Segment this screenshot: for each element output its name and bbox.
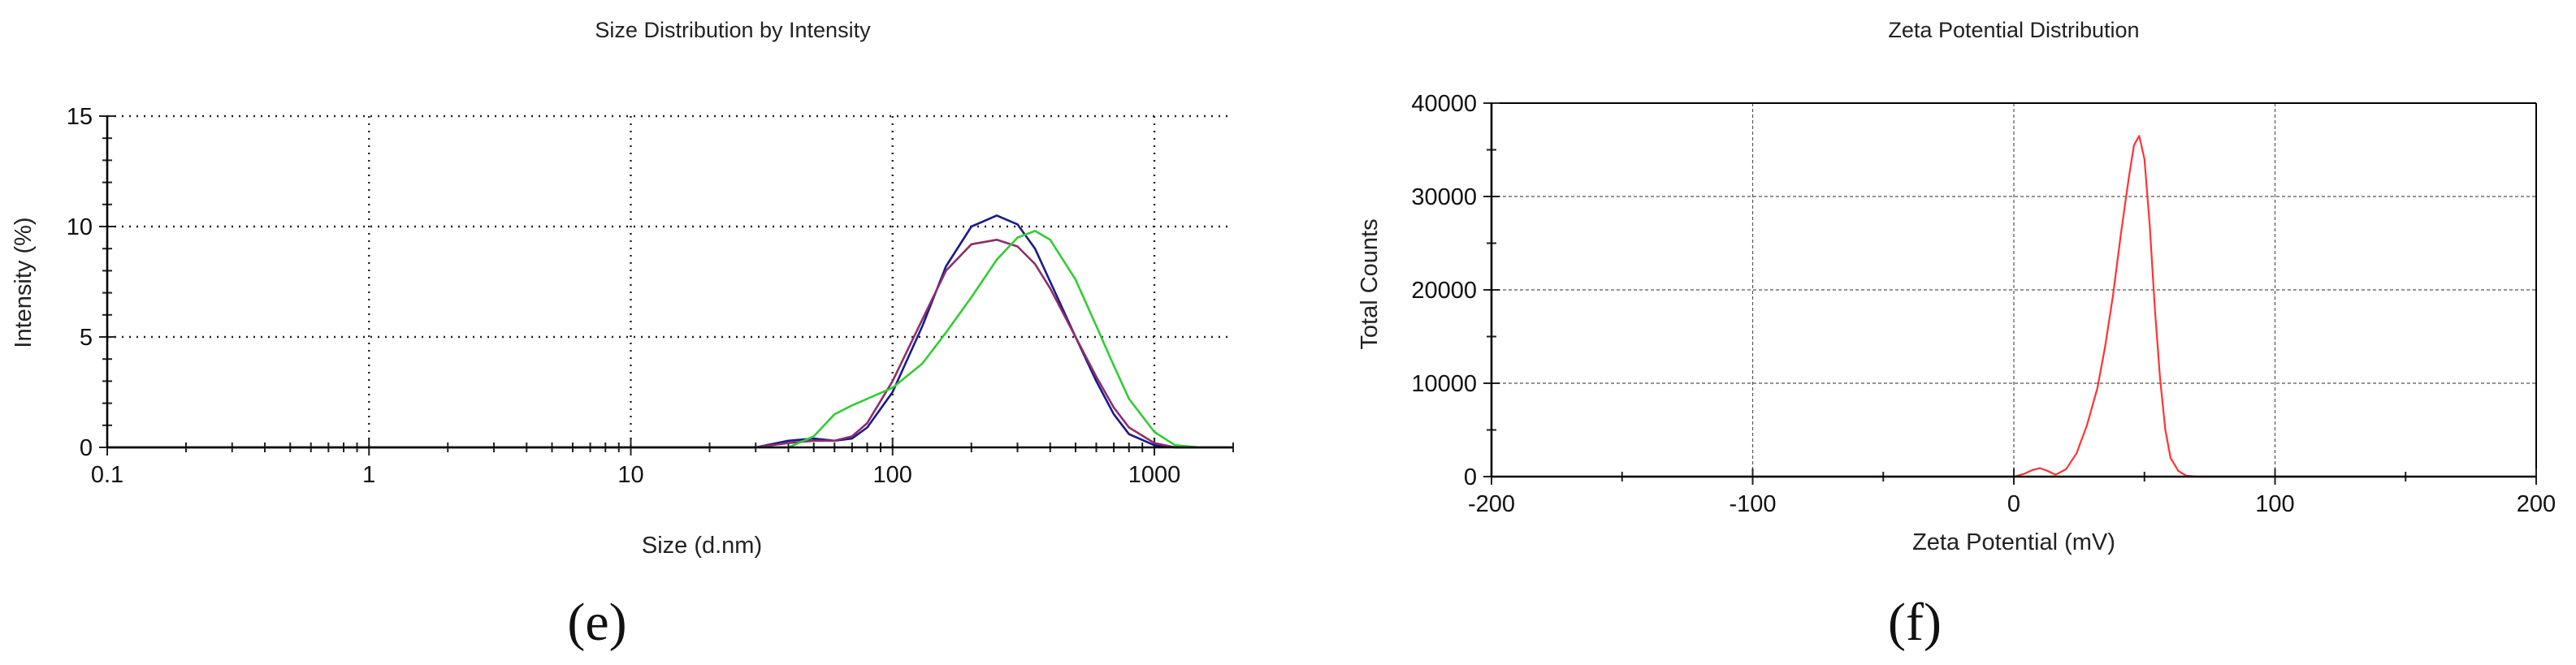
tick-marks [1483, 102, 2537, 485]
x-tick-label: 1 [362, 462, 375, 488]
tick-marks [99, 115, 1234, 456]
x-axis-label: Size (d.nm) [642, 533, 762, 559]
y-tick-label: 0 [1464, 464, 1477, 490]
x-tick-label: -100 [1729, 491, 1776, 517]
tick-labels: 0.1 1 10 100 1000 0 5 10 15 [67, 104, 1181, 488]
y-axis-label: Intensity (%) [11, 217, 37, 348]
x-tick-label: 0 [2007, 491, 2020, 517]
chart-title: Zeta Potential Distribution [1888, 18, 2139, 42]
series-line-2 [107, 230, 1233, 449]
grid [1491, 102, 2537, 477]
zeta-potential-chart: Zeta Potential Distribution -200 -100 0 100… [1357, 18, 2556, 652]
tick-labels: -200 -100 0 100 200 0 10000 20000 30000 40000 [1411, 91, 2556, 517]
grid [107, 114, 1233, 447]
y-tick-label: 10000 [1411, 371, 1477, 397]
y-tick-label: 30000 [1411, 184, 1477, 210]
x-tick-label: 100 [2255, 491, 2294, 517]
y-tick-label: 10 [67, 214, 93, 240]
x-tick-label: 0.1 [91, 462, 123, 488]
series-line-1 [2013, 135, 2197, 478]
y-tick-label: 15 [67, 104, 93, 130]
series-group [107, 214, 1233, 449]
series-line-1 [107, 239, 1233, 449]
x-tick-label: 200 [2517, 491, 2556, 517]
x-tick-label: -200 [1468, 491, 1515, 517]
y-tick-label: 40000 [1411, 91, 1477, 117]
y-axis-label: Total Counts [1357, 218, 1383, 349]
x-tick-label: 10 [617, 462, 643, 488]
series-group [1621, 135, 2406, 478]
x-tick-label: 1000 [1128, 462, 1181, 488]
chart-title: Size Distribution by Intensity [595, 18, 871, 42]
size-distribution-chart: Size Distribution by Intensity 0.1 1 10 100… [11, 18, 1234, 652]
x-axis-label: Zeta Potential (mV) [1912, 529, 2115, 555]
series-line-0 [107, 214, 1233, 449]
y-tick-label: 0 [80, 435, 93, 461]
y-tick-label: 5 [80, 325, 93, 351]
y-tick-label: 20000 [1411, 278, 1477, 304]
panel-label-e: (e) [567, 593, 626, 652]
panel-label-f: (f) [1888, 593, 1942, 652]
x-tick-label: 100 [873, 462, 912, 488]
